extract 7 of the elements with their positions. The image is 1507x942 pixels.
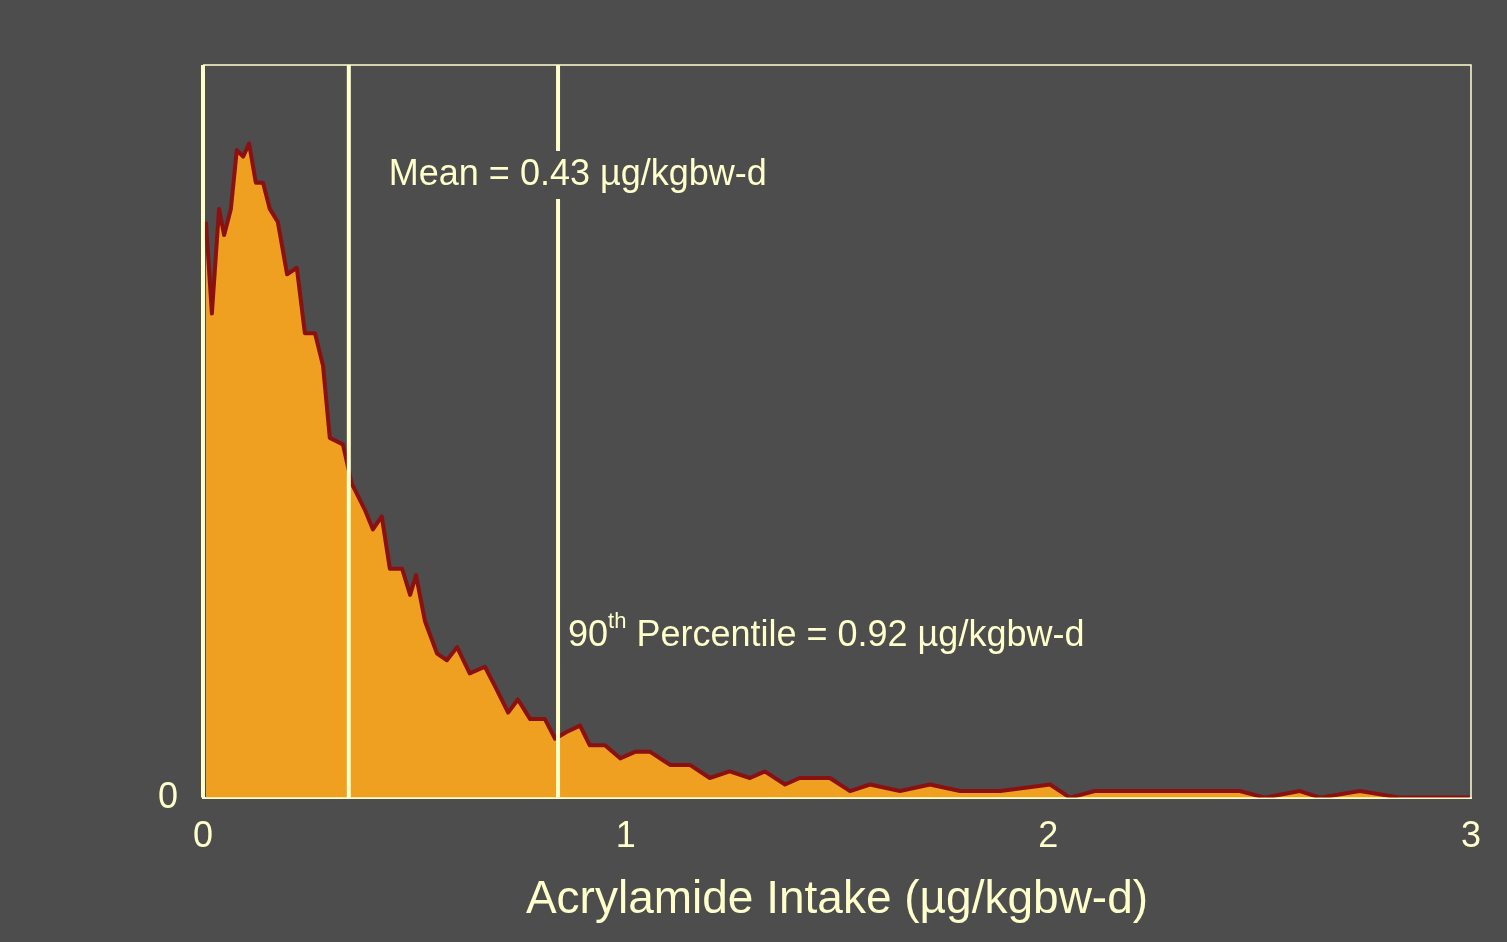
annotation: Mean = 0.43 µg/kgbw-d bbox=[388, 151, 767, 193]
x-axis-title: Acrylamide Intake (µg/kgbw-d) bbox=[525, 871, 1149, 924]
x-tick-label: 3 bbox=[1460, 814, 1482, 856]
x-tick-label: 2 bbox=[1038, 814, 1059, 856]
x-tick-label: 0 bbox=[192, 814, 214, 856]
x-tick-label: 1 bbox=[615, 814, 636, 856]
annotation: 0 bbox=[157, 774, 178, 816]
